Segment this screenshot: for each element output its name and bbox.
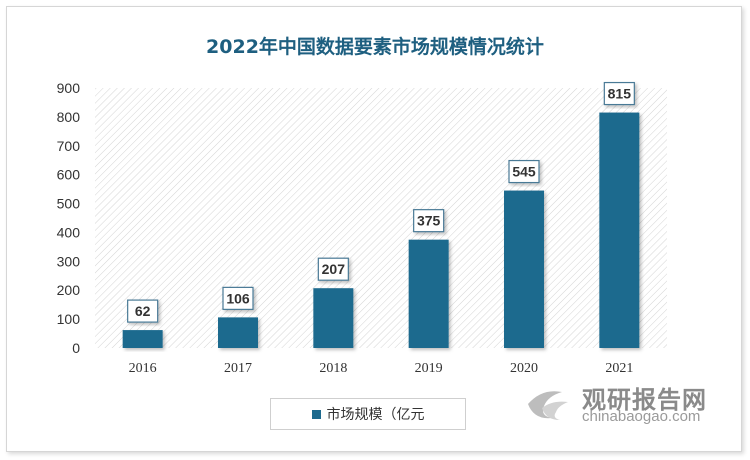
y-tick-label: 400	[57, 224, 81, 240]
data-label-box	[603, 81, 635, 106]
y-tick-label: 100	[57, 311, 81, 327]
data-label: 815	[608, 86, 632, 102]
y-axis: 0 100 200 300 400 500 600 700 800 900	[57, 80, 81, 356]
x-tick-label: 2016	[129, 361, 157, 376]
y-tick-label: 300	[57, 253, 81, 269]
data-label-box	[413, 209, 445, 233]
data-label-box	[222, 286, 254, 310]
legend-label: 市场规模（亿元	[326, 407, 425, 423]
bar	[504, 190, 544, 348]
legend: 市场规模（亿元	[270, 398, 466, 430]
x-tick-label: 2020	[510, 361, 538, 376]
data-label: 375	[417, 213, 441, 229]
x-tick-label: 2021	[605, 361, 633, 376]
watermark-text-cn: 观研报告网	[582, 386, 707, 414]
legend-swatch	[311, 409, 321, 419]
data-label: 207	[322, 261, 346, 277]
watermark-text-en: chinabaogao.com	[582, 408, 701, 425]
bar	[408, 239, 449, 348]
data-label: 62	[135, 303, 151, 319]
y-tick-label: 500	[57, 196, 81, 212]
watermark: 观研报告网 chinabaogao.com	[522, 378, 732, 428]
chart-title: 2022年中国数据要素市场规模情况统计	[206, 36, 544, 58]
y-tick-label: 800	[57, 109, 81, 125]
x-tick-label: 2017	[224, 361, 252, 376]
bar	[599, 112, 640, 348]
y-tick-label: 0	[72, 340, 80, 356]
data-label-box	[127, 299, 159, 323]
x-tick-label: 2019	[415, 361, 443, 376]
bars-group: 62 106 207 375 545 815	[122, 81, 640, 348]
watermark-logo-icon	[528, 391, 568, 420]
data-label-box	[508, 159, 540, 184]
plot-area	[95, 88, 667, 348]
y-tick-label: 700	[57, 138, 81, 154]
x-axis: 2016 2017 2018 2019 2020 2021	[129, 361, 634, 376]
bar	[218, 317, 258, 348]
data-label: 545	[512, 164, 536, 180]
bar	[122, 330, 163, 348]
data-label: 106	[226, 290, 250, 306]
y-tick-label: 600	[57, 167, 81, 183]
y-tick-label: 900	[57, 80, 81, 96]
bar	[313, 288, 354, 348]
y-tick-label: 200	[57, 282, 81, 298]
x-tick-label: 2018	[319, 361, 347, 376]
data-label-box	[317, 257, 349, 281]
